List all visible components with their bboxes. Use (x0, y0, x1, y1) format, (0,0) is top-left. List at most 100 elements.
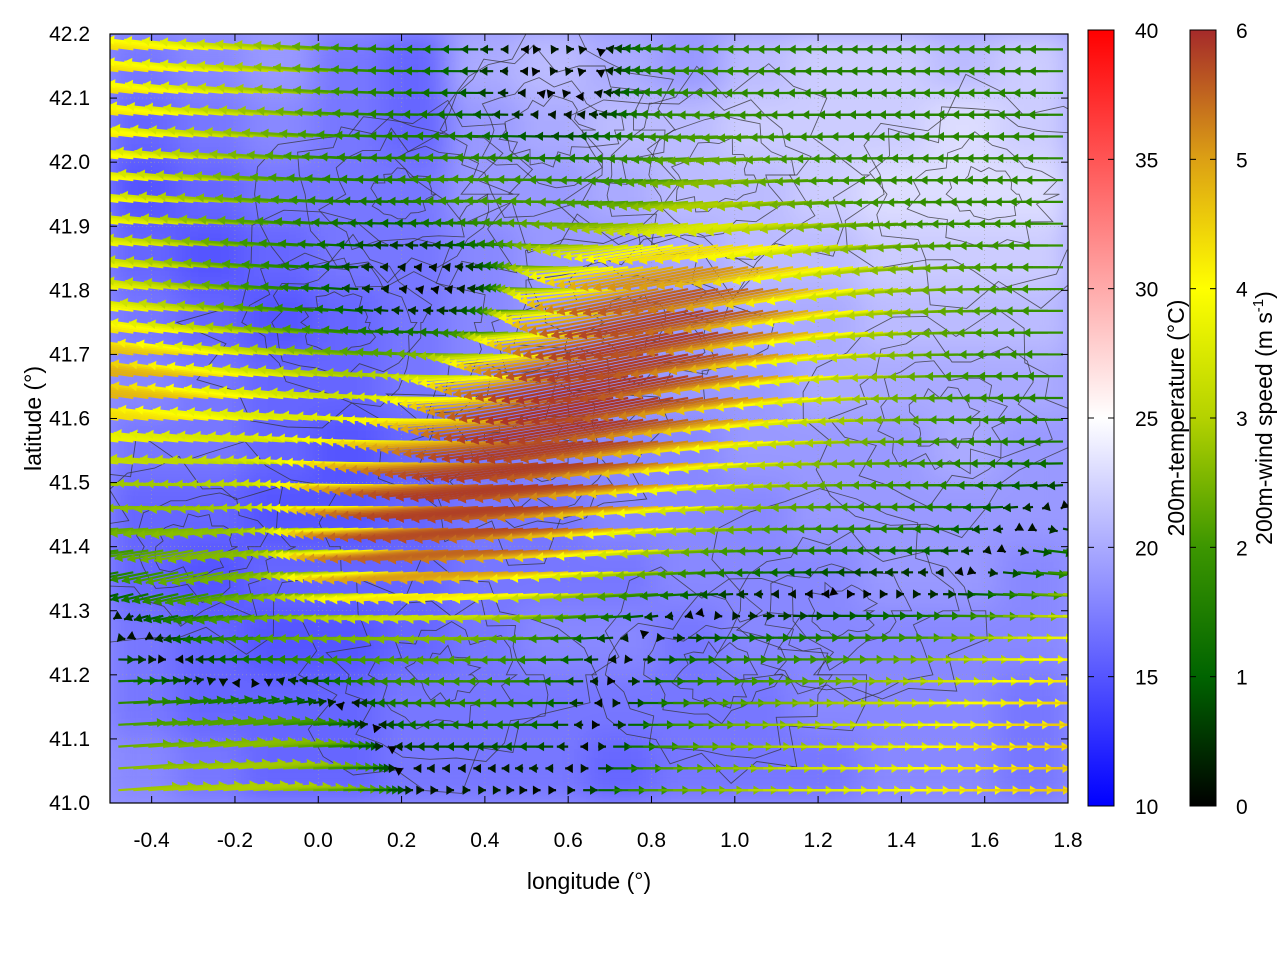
wind-vector (497, 505, 614, 523)
wind-vector (315, 527, 434, 542)
heatmap-cell (175, 351, 250, 422)
wind-vector-shaft (178, 719, 226, 726)
wind-vector-head (437, 614, 446, 624)
wind-vector-shaft (158, 571, 209, 585)
wind-vector-shaft (296, 549, 404, 560)
wind-vector-head (580, 763, 589, 774)
wind-vector-head (307, 507, 316, 517)
wind-vector (394, 767, 404, 776)
wind-vector-head (1021, 458, 1030, 469)
wind-vector-head (793, 459, 802, 470)
wind-vector-head (763, 481, 772, 492)
wind-vector-head (297, 552, 306, 563)
wind-vector (519, 741, 539, 752)
wind-vector (567, 785, 576, 795)
wind-vector (140, 549, 194, 564)
wind-vector-head (425, 493, 434, 504)
wind-vector (157, 654, 166, 664)
wind-vector-shaft (110, 265, 119, 269)
wind-vector-shaft (305, 527, 419, 538)
wind-vector-head (295, 411, 304, 421)
wind-vector (594, 698, 603, 708)
wind-vector-shaft (1047, 571, 1068, 575)
wind-vector-head (299, 676, 308, 686)
wind-vector (457, 763, 466, 774)
wind-vector-head (441, 453, 451, 463)
wind-vector-head (1130, 655, 1138, 664)
wind-vector-shaft (510, 484, 629, 500)
wind-vector-head (535, 552, 544, 562)
wind-vector-head (318, 634, 327, 644)
wind-vector-head (326, 575, 335, 585)
wind-vector-head (442, 698, 451, 708)
wind-vector-head (139, 454, 148, 464)
wind-vector-head (466, 534, 475, 544)
wind-vector-head (632, 448, 642, 458)
wind-vector-head (889, 502, 898, 512)
wind-vector-head (531, 593, 540, 603)
wind-vector-head (241, 572, 250, 583)
wind-vector-head (161, 430, 170, 440)
wind-vector-head (446, 741, 454, 752)
heatmap-cell (859, 287, 935, 358)
wind-vector-head (94, 381, 102, 390)
wind-vector-head (805, 502, 814, 512)
wind-vector-head (556, 741, 565, 752)
wind-vector (251, 678, 260, 688)
wind-vector-head (145, 479, 154, 489)
wind-vector-head (949, 436, 957, 447)
wind-vector (384, 462, 509, 479)
wind-vector-head (1123, 698, 1131, 707)
wind-vector-head (680, 464, 689, 474)
wind-vector-head (243, 593, 252, 603)
wind-vector-head (542, 676, 551, 687)
wind-vector-head (622, 612, 632, 622)
wind-vector-head (63, 453, 71, 462)
wind-vector-head (461, 514, 470, 524)
wind-vector (852, 567, 869, 578)
heatmap-cell (928, 159, 1003, 230)
wind-vector (632, 440, 734, 458)
wind-vector-head (437, 634, 445, 644)
wind-vector (621, 462, 719, 478)
wind-vector-head (169, 406, 178, 416)
wind-vector-head (405, 785, 414, 795)
wind-vector-head (253, 571, 262, 582)
wind-vector-shaft (186, 409, 269, 421)
wind-vector-head (719, 462, 728, 472)
wind-vector-head (216, 634, 224, 644)
wind-vector (664, 611, 674, 621)
wind-vector-shaft (594, 440, 704, 458)
wind-vector-head (228, 634, 236, 644)
wind-vector-head (892, 415, 901, 425)
wind-vector-head (287, 593, 296, 603)
wind-vector-head (647, 654, 656, 665)
wind-vector (771, 589, 780, 599)
wind-vector (263, 678, 274, 687)
wind-vector-head (134, 504, 143, 514)
wind-vector-head (316, 655, 324, 665)
wind-vector-shaft (238, 718, 286, 726)
wind-vector (793, 611, 808, 621)
wind-vector-shaft (208, 782, 273, 792)
wind-vector-head (93, 359, 101, 368)
wind-vector-shaft (288, 549, 389, 559)
wind-vector (358, 719, 368, 730)
wind-vector-head (637, 569, 646, 580)
wind-vector (1060, 500, 1068, 510)
wind-vector-head (410, 493, 419, 503)
wind-vector-head (285, 457, 293, 467)
wind-vector (167, 549, 224, 564)
wind-vector-head (699, 589, 708, 600)
wind-vector (110, 461, 119, 465)
wind-vector (443, 418, 569, 443)
wind-vector-head (644, 611, 653, 622)
wind-vector-shaft (223, 739, 281, 748)
wind-vector-head (1042, 501, 1051, 512)
wind-vector-head (430, 655, 439, 665)
wind-vector-head (127, 553, 136, 563)
wind-vector-head (62, 502, 70, 511)
wind-vector-head (596, 633, 605, 643)
wind-vector-head (308, 613, 317, 624)
wind-vector-head (185, 654, 194, 665)
